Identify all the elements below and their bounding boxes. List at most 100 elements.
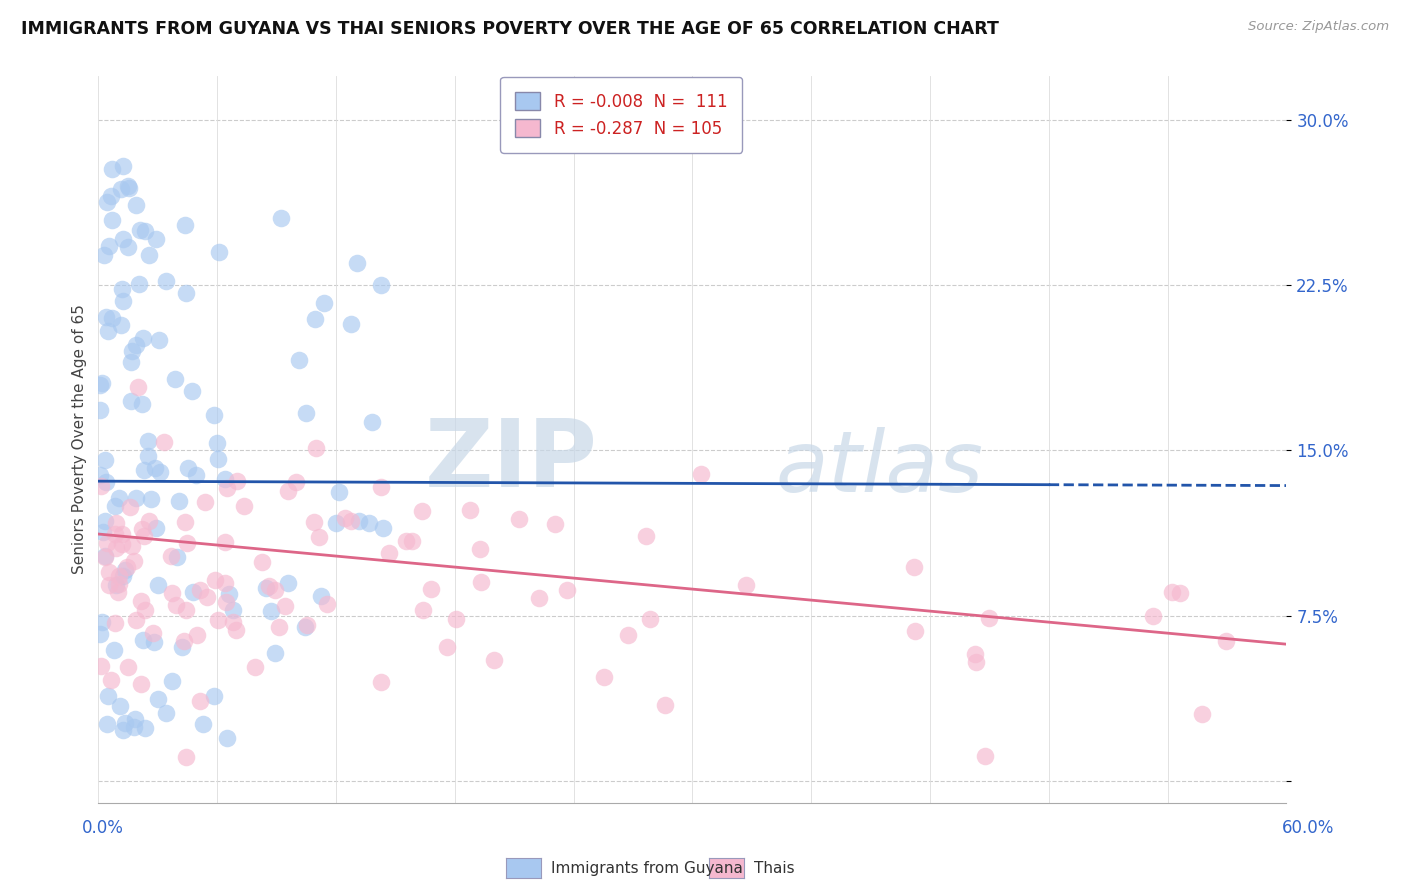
Point	[89, 403, 111, 417]
Point	[304, 312, 326, 326]
Point	[117, 560, 139, 574]
Point	[294, 620, 316, 634]
Point	[636, 529, 658, 543]
Legend: R = -0.008  N =  111, R = -0.287  N = 105: R = -0.008 N = 111, R = -0.287 N = 105	[501, 77, 742, 153]
Point	[411, 504, 433, 518]
Point	[111, 723, 134, 737]
Point	[186, 468, 208, 483]
Point	[328, 484, 350, 499]
Point	[94, 310, 117, 324]
Point	[260, 604, 283, 618]
Text: IMMIGRANTS FROM GUYANA VS THAI SENIORS POVERTY OVER THE AGE OF 65 CORRELATION CH: IMMIGRANTS FROM GUYANA VS THAI SENIORS P…	[21, 20, 1000, 37]
Point	[111, 159, 134, 173]
Point	[128, 223, 150, 237]
Point	[370, 675, 392, 690]
Point	[264, 583, 287, 598]
Point	[346, 256, 368, 270]
Point	[134, 603, 156, 617]
Point	[470, 574, 492, 589]
Point	[204, 573, 226, 587]
Point	[103, 643, 125, 657]
Point	[97, 565, 120, 579]
Point	[108, 569, 131, 583]
Point	[207, 245, 229, 260]
Point	[555, 583, 578, 598]
Text: 60.0%: 60.0%	[1281, 819, 1334, 837]
Point	[160, 586, 183, 600]
Point	[155, 706, 177, 721]
Point	[304, 442, 326, 456]
Point	[270, 211, 292, 225]
Point	[592, 670, 614, 684]
Point	[339, 317, 361, 331]
Point	[1191, 706, 1213, 721]
Point	[100, 673, 122, 687]
Point	[170, 640, 193, 655]
Point	[134, 463, 156, 477]
Point	[104, 527, 127, 541]
Point	[129, 594, 152, 608]
Point	[117, 659, 139, 673]
Point	[101, 310, 124, 325]
Point	[104, 499, 127, 513]
Point	[167, 494, 190, 508]
Point	[1161, 584, 1184, 599]
Point	[202, 408, 225, 422]
Point	[285, 475, 308, 489]
Point	[174, 515, 197, 529]
Point	[104, 616, 127, 631]
Point	[973, 749, 995, 764]
Point	[617, 628, 640, 642]
Point	[121, 539, 143, 553]
Point	[96, 716, 118, 731]
Point	[436, 640, 458, 654]
Point	[294, 406, 316, 420]
Point	[325, 516, 347, 530]
Point	[143, 460, 166, 475]
Point	[470, 542, 492, 557]
Point	[277, 576, 299, 591]
Point	[111, 232, 134, 246]
Point	[207, 452, 229, 467]
Point	[96, 689, 118, 703]
Point	[152, 435, 174, 450]
Point	[274, 599, 297, 613]
Point	[177, 461, 200, 475]
Point	[378, 546, 401, 560]
Point	[89, 378, 111, 392]
Point	[146, 692, 169, 706]
Point	[176, 536, 198, 550]
Point	[401, 533, 423, 548]
Point	[118, 500, 141, 514]
Point	[359, 516, 381, 531]
Text: ZIP: ZIP	[425, 415, 598, 508]
Point	[138, 514, 160, 528]
Point	[111, 527, 134, 541]
Point	[98, 239, 121, 253]
Point	[207, 436, 229, 450]
Point	[90, 479, 112, 493]
Point	[138, 248, 160, 262]
Point	[160, 673, 183, 688]
Point	[149, 465, 172, 479]
Point	[101, 213, 124, 227]
Point	[225, 623, 247, 637]
Point	[134, 721, 156, 735]
Point	[257, 579, 280, 593]
Point	[181, 384, 204, 398]
Point	[125, 338, 148, 352]
Point	[122, 554, 145, 568]
Point	[97, 325, 120, 339]
Point	[107, 584, 129, 599]
Point	[89, 627, 111, 641]
Point	[110, 698, 132, 713]
Point	[131, 397, 153, 411]
Point	[250, 555, 273, 569]
Y-axis label: Seniors Poverty Over the Age of 65: Seniors Poverty Over the Age of 65	[72, 304, 87, 574]
Point	[963, 647, 986, 661]
Point	[269, 620, 291, 634]
Point	[638, 612, 661, 626]
Point	[91, 376, 114, 390]
Point	[90, 659, 112, 673]
Point	[111, 537, 134, 551]
